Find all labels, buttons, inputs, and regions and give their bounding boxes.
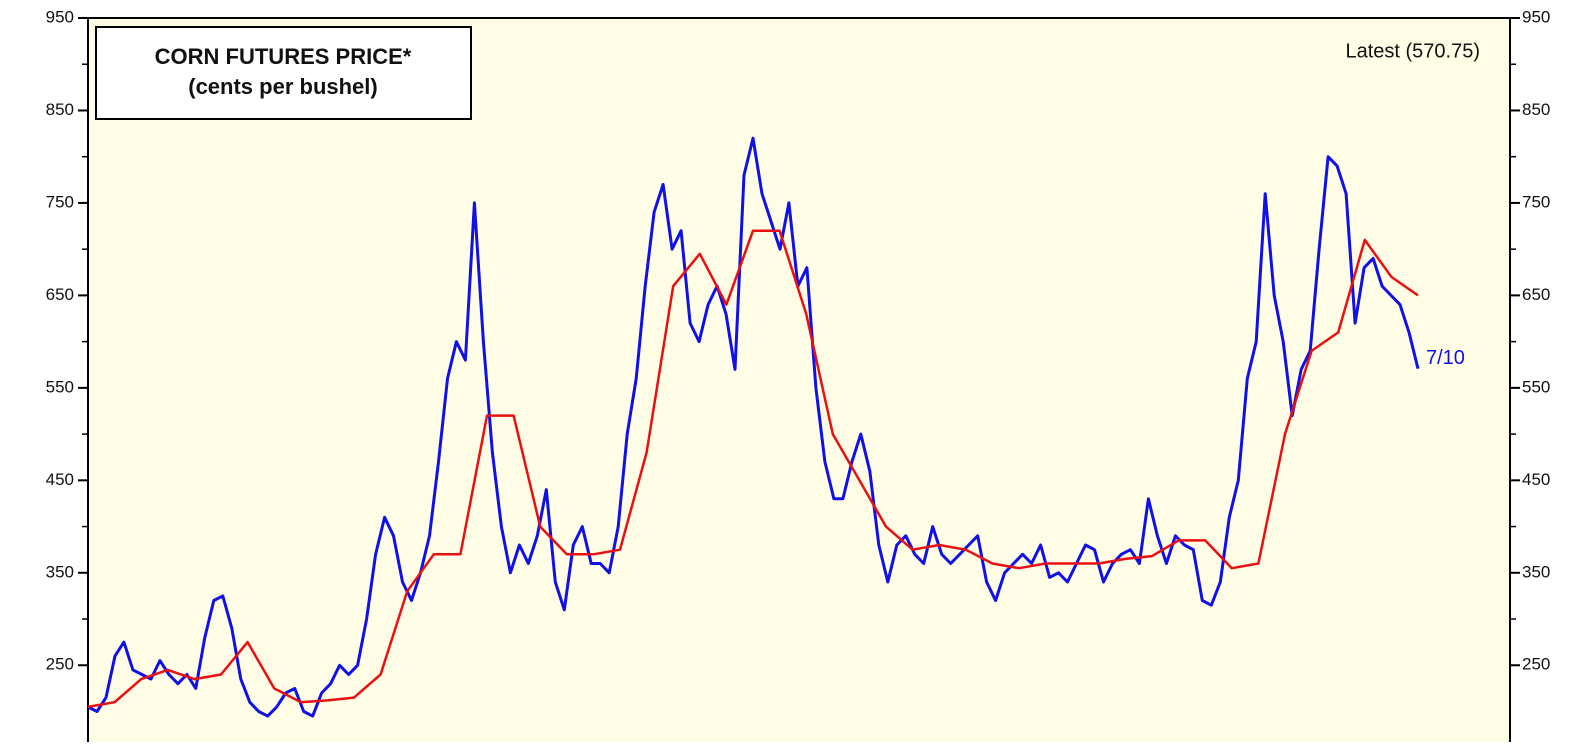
y-tick-label: 950 (46, 7, 74, 26)
y2-tick-label: 850 (1522, 100, 1550, 119)
y2-tick-label: 650 (1522, 285, 1550, 304)
y2-tick-label: 950 (1522, 7, 1550, 26)
latest-label: Latest (570.75) (1345, 40, 1480, 62)
y2-tick-label: 350 (1522, 562, 1550, 581)
y2-tick-label: 750 (1522, 192, 1550, 211)
series-line (87, 136, 1420, 718)
chart-subtitle: (cents per bushel) (188, 74, 377, 99)
y-tick-label: 350 (46, 562, 74, 581)
title-box (95, 26, 472, 120)
y-tick-label: 750 (46, 192, 74, 211)
date-label: 7/10 (1426, 347, 1465, 369)
y2-tick-label: 450 (1522, 470, 1550, 489)
y2-tick-label: 250 (1522, 655, 1550, 674)
y-tick-label: 650 (46, 285, 74, 304)
y2-tick-label: 550 (1522, 377, 1550, 396)
series-line (87, 229, 1419, 709)
y-tick-label: 450 (46, 470, 74, 489)
plot-area (87, 17, 1511, 747)
chart-title: CORN FUTURES PRICE* (155, 44, 412, 69)
y-tick-label: 550 (46, 377, 74, 396)
y-tick-label: 850 (46, 100, 74, 119)
y-tick-label: 250 (46, 655, 74, 674)
